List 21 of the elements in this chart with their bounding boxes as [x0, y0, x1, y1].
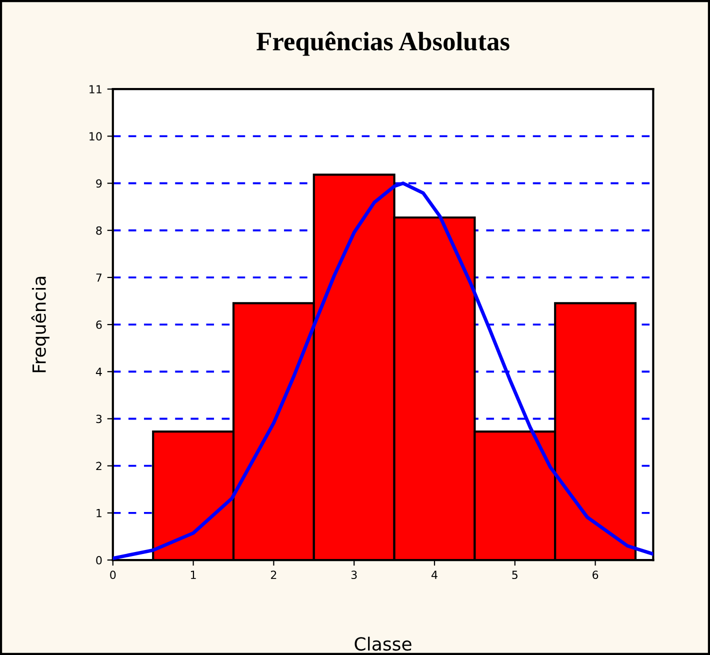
x-tick-label: 0	[110, 570, 116, 580]
y-tick-label: 6	[96, 320, 102, 329]
x-tick-label: 5	[512, 570, 518, 580]
y-axis-title: Frequência	[31, 276, 50, 372]
y-tick-label: 1	[96, 509, 102, 518]
x-tick-label: 6	[592, 570, 598, 580]
y-tick-label: 4	[96, 368, 102, 376]
y-tick-label: 0	[96, 556, 102, 564]
y-tick-label: 10	[90, 132, 102, 141]
x-tick-label: 3	[351, 570, 357, 580]
y-tick-label: 2	[96, 462, 102, 470]
y-tick-label: 3	[96, 414, 102, 424]
y-tick-label: 8	[96, 226, 102, 235]
x-tick-label: 4	[432, 570, 438, 579]
x-axis-title: Classe	[354, 636, 412, 651]
chart-title: Frequências Absolutas	[256, 32, 510, 56]
y-tick-label: 7	[96, 274, 102, 282]
x-tick-label: 2	[270, 570, 276, 579]
y-tick-label: 11	[90, 85, 102, 94]
y-tick-label: 9	[96, 179, 102, 188]
x-tick-label: 1	[190, 570, 196, 579]
